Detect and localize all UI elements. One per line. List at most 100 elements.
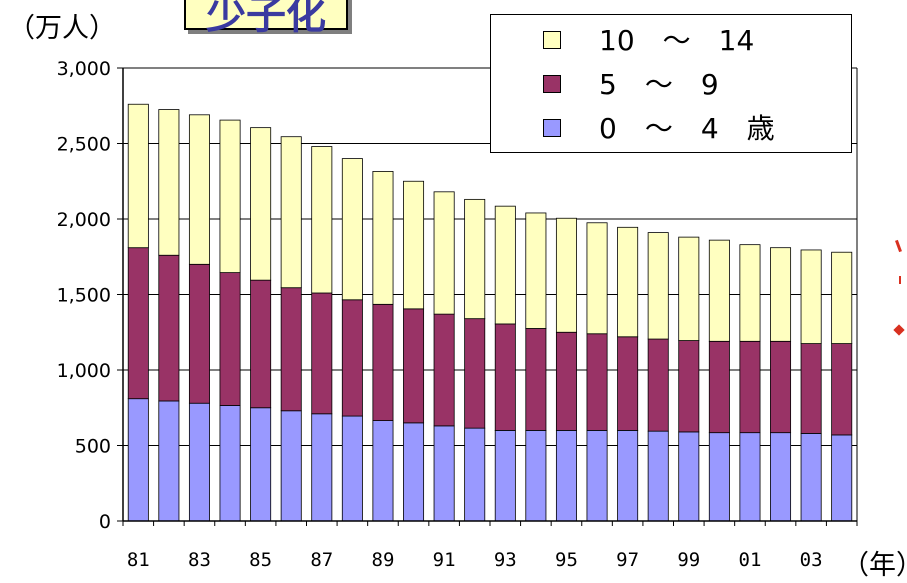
bar-segment (433, 191, 455, 315)
bar-segment (617, 429, 639, 522)
legend-swatch-0-4 (543, 119, 561, 137)
bar-segment (770, 340, 792, 434)
y-tick-label: 2,500 (57, 134, 111, 156)
bar-segment (250, 279, 272, 409)
bar-segment (525, 328, 547, 431)
y-tick-label: 500 (75, 436, 111, 458)
bar-segment (433, 425, 455, 522)
bar-segment (127, 103, 149, 249)
bar-segment (158, 109, 180, 256)
bars (127, 103, 853, 522)
bar-segment (250, 127, 272, 281)
bar-segment (219, 119, 241, 274)
bar-segment (280, 287, 302, 412)
x-tick-label: 81 (127, 549, 150, 571)
bar-segment (433, 313, 455, 427)
x-tick-label: 85 (249, 549, 272, 571)
bar-segment (678, 236, 700, 341)
x-tick-label: 97 (616, 549, 639, 571)
x-tick-label: 95 (555, 549, 578, 571)
y-tick-label: 0 (99, 511, 111, 533)
x-tick-label: 03 (800, 549, 823, 571)
bar-segment (250, 407, 272, 522)
legend-label-5-9: 5 ～ 9 (599, 68, 719, 101)
legend-item-0-4: 0 ～ 4 歳 (491, 109, 851, 149)
bar-segment (708, 239, 730, 342)
bar-segment (464, 318, 486, 429)
bar-segment (525, 212, 547, 329)
legend-item-10-14: 10 ～ 14 (491, 21, 851, 61)
x-tick-labels: 81 83 85 87 89 91 93 95 97 99 01 03 (127, 549, 823, 571)
bar-segment (280, 136, 302, 289)
bar-segment (555, 331, 577, 431)
y-tick-label: 1,500 (57, 285, 111, 307)
bar-segment (739, 244, 761, 342)
bar-segment (770, 432, 792, 522)
bar-segment (372, 171, 394, 305)
bar-segment (403, 422, 425, 522)
bar-segment (770, 247, 792, 342)
bar-segment (188, 263, 210, 404)
y-axis-unit-label: （万人） (8, 13, 116, 44)
x-tick-label: 83 (188, 549, 211, 571)
legend-label-10-14: 10 ～ 14 (599, 24, 755, 57)
bar-segment (127, 247, 149, 400)
chart-title: 少子化 (206, 0, 326, 38)
bar-segment (403, 180, 425, 310)
bar-segment (341, 415, 363, 522)
bar-segment (647, 232, 669, 340)
bar-segment (739, 432, 761, 522)
bar-segment (647, 430, 669, 522)
bar-segment (188, 114, 210, 265)
bar-segment (831, 434, 853, 522)
x-tick-label: 99 (677, 549, 700, 571)
bar-segment (494, 205, 516, 325)
bar-segment (800, 433, 822, 522)
y-tick-label: 2,000 (57, 209, 111, 231)
x-tick-label: 89 (372, 549, 395, 571)
x-tick-label: 91 (433, 549, 456, 571)
y-tick-labels: 0 500 1,000 1,500 2,000 2,500 3,000 (57, 58, 111, 533)
bar-segment (586, 429, 608, 522)
bar-segment (647, 338, 669, 432)
decoration-mark (895, 239, 902, 253)
x-tick-label: 93 (494, 549, 517, 571)
bar-segment (494, 323, 516, 431)
bar-segment (831, 343, 853, 436)
bar-segment (219, 272, 241, 406)
chart-title-box: 少子化 (184, 0, 348, 38)
bar-segment (403, 308, 425, 424)
y-tick-label: 3,000 (57, 58, 111, 80)
bar-segment (188, 402, 210, 522)
bar-segment (708, 432, 730, 522)
x-tick-label: 01 (739, 549, 762, 571)
legend-swatch-5-9 (543, 75, 561, 93)
bar-segment (525, 429, 547, 522)
bar-segment (127, 398, 149, 522)
bar-segment (739, 340, 761, 434)
bar-segment (372, 420, 394, 522)
bar-segment (464, 427, 486, 522)
bar-segment (494, 429, 516, 522)
bar-segment (800, 343, 822, 434)
bar-segment (219, 405, 241, 522)
legend-item-5-9: 5 ～ 9 (491, 65, 851, 105)
decoration-mark (893, 324, 905, 336)
x-axis-unit-label: （年） (842, 550, 907, 581)
bar-segment (372, 303, 394, 421)
bar-segment (311, 292, 333, 415)
bar-segment (464, 198, 486, 320)
decoration-mark (899, 276, 901, 284)
bar-segment (158, 400, 180, 522)
bar-segment (311, 146, 333, 294)
legend-swatch-10-14 (543, 31, 561, 49)
bar-segment (586, 222, 608, 335)
bar-segment (831, 251, 853, 344)
bar-segment (800, 249, 822, 344)
bar-segment (341, 158, 363, 301)
bar-segment (678, 340, 700, 433)
bar-segment (555, 217, 577, 333)
bar-segment (586, 333, 608, 431)
side-decoration (893, 236, 907, 336)
